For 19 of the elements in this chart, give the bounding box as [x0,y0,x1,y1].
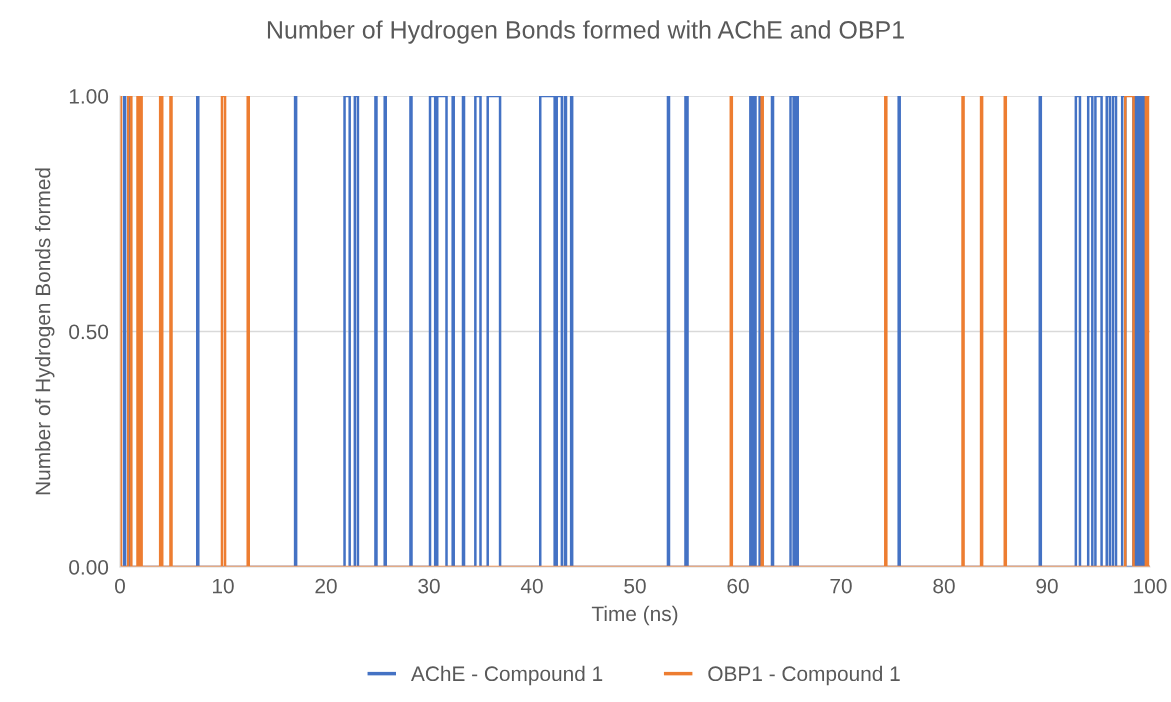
x-tick-label: 100 [1134,578,1167,594]
y-tick-label: 1.00 [69,89,109,104]
x-tick-label: 20 [315,578,337,594]
x-tick-label: 10 [213,578,234,594]
y-axis-title: Number of Hydrogen Bonds formed [35,168,55,495]
x-tick-label: 40 [520,578,543,594]
x-axis-title: Time (ns) [591,605,678,626]
x-tick-label: 60 [727,578,749,594]
legend-label: OBP1 - Compound 1 [708,665,900,686]
y-tick-label: 0.00 [69,560,109,575]
x-tick-label: 30 [418,578,440,594]
x-tick-label: 80 [933,578,955,594]
x-tick-label: 50 [624,578,646,594]
legend-label: AChE - Compound 1 [410,665,603,686]
x-tick-label: 0 [115,578,125,594]
y-tick-label: 0.50 [69,324,109,340]
x-tick-label: 70 [830,578,852,594]
x-tick-label: 90 [1036,578,1058,594]
chart-title: Number of Hydrogen Bonds formed with AChE and OBP1 [267,20,904,44]
